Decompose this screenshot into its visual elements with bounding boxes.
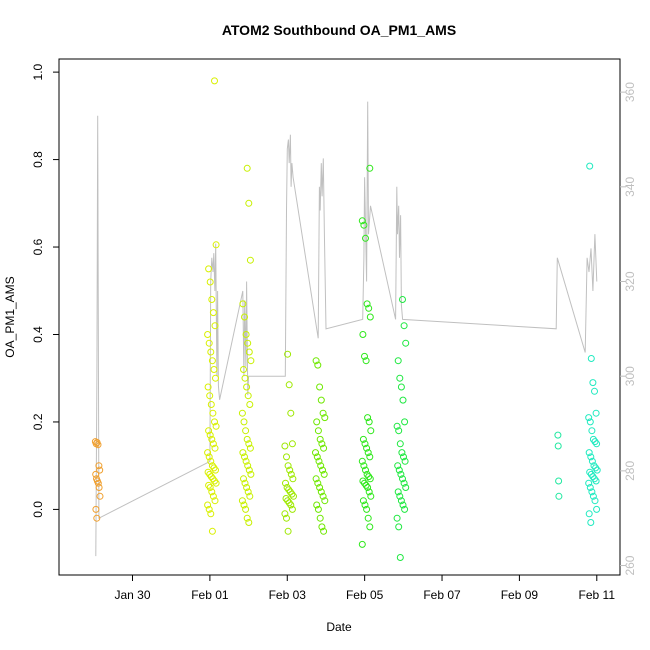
y2-tick-label: 260 xyxy=(623,555,637,575)
chart-title: ATOM2 Southbound OA_PM1_AMS xyxy=(222,22,456,38)
data-point xyxy=(394,515,400,521)
data-point xyxy=(247,402,253,408)
data-point xyxy=(244,384,250,390)
data-point xyxy=(360,332,366,338)
data-point xyxy=(400,397,406,403)
data-point xyxy=(397,555,403,561)
data-point xyxy=(359,541,365,547)
data-point xyxy=(368,428,374,434)
data-point xyxy=(288,410,294,416)
data-point xyxy=(247,257,253,263)
data-point xyxy=(401,323,407,329)
data-point xyxy=(318,397,324,403)
data-point xyxy=(289,441,295,447)
data-point xyxy=(206,340,212,346)
data-point xyxy=(248,358,254,364)
data-point xyxy=(587,163,593,169)
y-tick-label: 0.6 xyxy=(31,238,45,255)
y2-tick-label: 280 xyxy=(623,461,637,481)
data-point xyxy=(285,528,291,534)
data-point xyxy=(212,78,218,84)
y-tick-label: 0.8 xyxy=(31,151,45,168)
data-point xyxy=(395,358,401,364)
y-axis-label: OA_PM1_AMS xyxy=(3,276,17,357)
secondary-trace-line xyxy=(96,102,597,556)
data-point xyxy=(402,419,408,425)
data-point xyxy=(397,441,403,447)
x-axis-label: Date xyxy=(326,620,352,634)
data-point xyxy=(242,375,248,381)
x-tick-label: Feb 09 xyxy=(501,588,539,602)
chart-stage: ATOM2 Southbound OA_PM1_AMS Jan 30 Feb 01… xyxy=(0,0,650,650)
plot-frame xyxy=(59,59,620,575)
y2-tick-label: 320 xyxy=(623,271,637,291)
data-point xyxy=(213,375,219,381)
x-tick-label: Feb 11 xyxy=(579,588,616,602)
data-point xyxy=(317,515,323,521)
data-point xyxy=(588,356,594,362)
data-point xyxy=(555,443,561,449)
data-point xyxy=(239,410,245,416)
data-point xyxy=(396,524,402,530)
data-point xyxy=(397,375,403,381)
y-tick-label: 0.4 xyxy=(31,326,45,343)
data-point xyxy=(398,384,404,390)
data-point xyxy=(315,428,321,434)
data-point xyxy=(209,528,215,534)
data-point xyxy=(400,297,406,303)
x-axis: Jan 30 Feb 01 Feb 03 Feb 05 Feb 07 Feb 09 Feb … xyxy=(114,575,615,602)
data-point xyxy=(556,493,562,499)
data-point xyxy=(243,428,249,434)
data-point xyxy=(403,340,409,346)
x-tick-label: Feb 05 xyxy=(346,588,384,602)
data-point xyxy=(205,332,211,338)
data-point xyxy=(284,454,290,460)
data-point xyxy=(589,428,595,434)
data-point xyxy=(244,165,250,171)
data-point xyxy=(367,524,373,530)
y2-tick-label: 300 xyxy=(623,366,637,386)
y-tick-label: 1.0 xyxy=(31,63,45,80)
points-layer xyxy=(92,78,600,561)
y-tick-label: 0.0 xyxy=(31,501,45,518)
data-point xyxy=(209,297,215,303)
data-point xyxy=(210,310,216,316)
data-point xyxy=(211,367,217,373)
data-point xyxy=(206,266,212,272)
data-point xyxy=(317,384,323,390)
data-point xyxy=(594,506,600,512)
y2-tick-label: 340 xyxy=(623,176,637,196)
y-tick-label: 0.2 xyxy=(31,413,45,430)
data-point xyxy=(367,314,373,320)
data-point xyxy=(286,382,292,388)
data-point xyxy=(555,432,561,438)
data-point xyxy=(365,515,371,521)
data-point xyxy=(590,380,596,386)
x-tick-label: Feb 03 xyxy=(269,588,307,602)
data-point xyxy=(241,419,247,425)
data-point xyxy=(314,419,320,425)
scatter-chart: ATOM2 Southbound OA_PM1_AMS Jan 30 Feb 01… xyxy=(0,0,650,650)
x-tick-label: Feb 01 xyxy=(191,588,229,602)
x-tick-label: Feb 07 xyxy=(423,588,461,602)
data-point xyxy=(556,478,562,484)
secondary-line-layer xyxy=(96,102,597,556)
data-point xyxy=(586,511,592,517)
secondary-y-axis: 260 280 300 320 340 360 xyxy=(620,82,637,576)
data-point xyxy=(246,200,252,206)
data-point xyxy=(208,402,214,408)
data-point xyxy=(588,520,594,526)
y2-tick-label: 360 xyxy=(623,82,637,102)
data-point xyxy=(97,493,103,499)
data-point xyxy=(593,410,599,416)
y-axis: 0.0 0.2 0.4 0.6 0.8 1.0 xyxy=(31,63,59,517)
data-point xyxy=(592,388,598,394)
data-point xyxy=(210,410,216,416)
data-point xyxy=(282,443,288,449)
x-tick-label: Jan 30 xyxy=(114,588,150,602)
